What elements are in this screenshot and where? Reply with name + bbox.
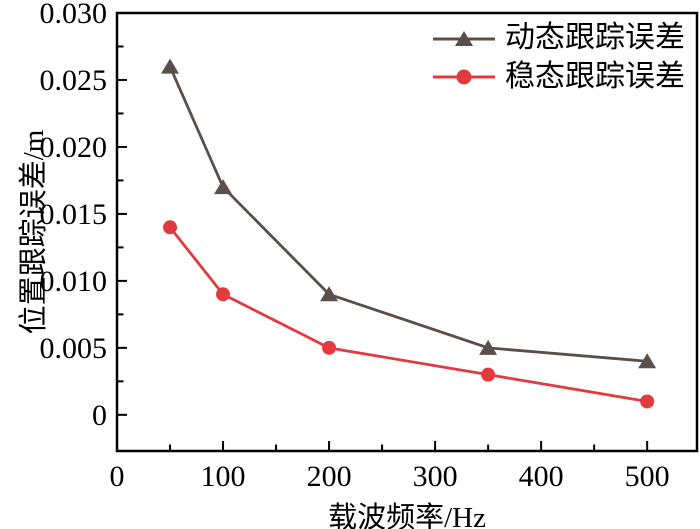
- y-tick-label: 0.030: [40, 0, 108, 30]
- triangle-data-marker: [161, 58, 180, 74]
- legend-triangle-marker-icon: [455, 31, 473, 46]
- y-tick-label: 0.025: [40, 64, 108, 97]
- legend-sample-dynamic: [433, 31, 495, 46]
- y-tick-label: 0.010: [40, 265, 108, 298]
- series-line-0: [168, 66, 648, 363]
- legend-item-steady-error: 稳态跟踪误差: [432, 58, 685, 96]
- series-line-1: [168, 226, 648, 403]
- x-tick-label: 100: [201, 460, 246, 493]
- circle-data-marker: [216, 287, 231, 302]
- legend-sample-steady: [433, 69, 495, 85]
- triangle-data-marker: [638, 353, 657, 369]
- triangle-data-marker: [214, 179, 233, 195]
- y-tick-label: 0.015: [40, 198, 108, 231]
- x-axis-label: 载波频率/Hz: [328, 502, 486, 529]
- circle-data-marker: [322, 340, 337, 355]
- circle-data-marker: [640, 394, 655, 409]
- plot-frame: [115, 11, 699, 453]
- x-tick-label: 300: [413, 460, 458, 493]
- triangle-data-marker: [479, 339, 498, 355]
- circle-data-marker: [481, 367, 496, 382]
- circle-data-marker: [163, 220, 178, 235]
- y-tick-label: 0.020: [40, 131, 108, 164]
- legend-label-steady: 稳态跟踪误差: [505, 60, 685, 93]
- legend-item-dynamic-error: 动态跟踪误差: [432, 19, 685, 57]
- x-tick-label: 200: [307, 460, 352, 493]
- x-tick-label: 400: [519, 460, 564, 493]
- x-tick-label: 500: [625, 460, 670, 493]
- y-tick-label: 0: [92, 399, 107, 432]
- y-axis-label: 位置跟踪误差/m: [18, 129, 50, 335]
- legend: 动态跟踪误差 稳态跟踪误差: [432, 19, 685, 96]
- legend-circle-marker-icon: [456, 69, 472, 85]
- x-tick-label: 0: [110, 460, 125, 493]
- triangle-data-marker: [320, 286, 339, 302]
- legend-label-dynamic: 动态跟踪误差: [505, 21, 685, 54]
- y-tick-label: 0.005: [40, 332, 108, 365]
